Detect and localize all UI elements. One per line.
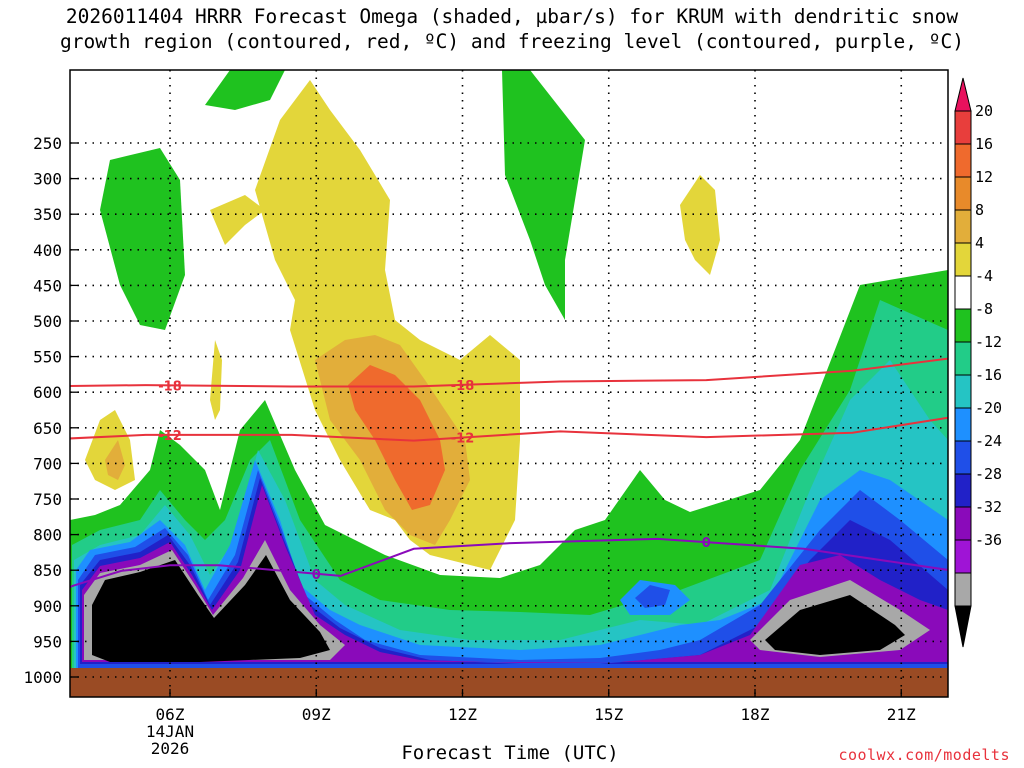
omega-gold-left xyxy=(105,440,125,480)
x-tick-label-15Z: 15Z xyxy=(594,705,623,724)
x-tick-label-21Z: 21Z xyxy=(887,705,916,724)
temperature-contours: -18 -18 -12 -12 0 0 xyxy=(70,357,948,589)
colorbar-label--4: -4 xyxy=(975,267,993,285)
chart-title-line2: growth region (contoured, red, ºC) and f… xyxy=(60,30,964,53)
chart-title-line1: 2026011404 HRRR Forecast Omega (shaded, … xyxy=(65,5,959,28)
ground-band xyxy=(70,668,948,697)
x-tick-label-06Z: 06Z xyxy=(156,705,185,724)
colorbar-label--16: -16 xyxy=(975,366,1002,384)
y-tick-label-350: 350 xyxy=(33,205,62,224)
contour-label--18: -18 xyxy=(158,379,182,394)
omega-yellow-left xyxy=(85,410,135,490)
contour-label--18: -18 xyxy=(451,379,475,394)
colorbar-label-4: 4 xyxy=(975,234,984,252)
colorbar-arrow-top xyxy=(954,77,972,112)
y-tick-label-450: 450 xyxy=(33,276,62,295)
colorbar-swatch-1 xyxy=(954,110,972,145)
colorbar-swatch-14 xyxy=(954,539,972,574)
omega-royalblue-blob xyxy=(635,585,670,608)
colorbar-swatch-15 xyxy=(954,572,972,607)
contour-line--12 xyxy=(70,416,948,442)
omega-green-top xyxy=(205,70,285,110)
y-tick-label-750: 750 xyxy=(33,490,62,509)
colorbar-swatch-12 xyxy=(954,473,972,508)
colorbar-swatch-2 xyxy=(954,143,972,178)
plot-frame xyxy=(69,69,949,698)
source-credit: coolwx.com/modelts xyxy=(838,746,1010,764)
y-tick-label-550: 550 xyxy=(33,348,62,367)
colorbar-label-16: 16 xyxy=(975,135,993,153)
colorbar-swatch-8 xyxy=(954,341,972,376)
colorbar-swatch-10 xyxy=(954,407,972,442)
colorbar-label-20: 20 xyxy=(975,102,993,120)
omega-shading: -18 -18 -12 -12 0 0 xyxy=(70,70,948,697)
x-tick-sublabel-2026: 2026 xyxy=(151,739,190,758)
colorbar-swatch-7 xyxy=(954,308,972,343)
y-tick-label-500: 500 xyxy=(33,312,62,331)
colorbar-swatch-6 xyxy=(954,275,972,310)
colorbar-swatch-4 xyxy=(954,209,972,244)
omega-orange-region xyxy=(348,365,445,510)
contour-line--18 xyxy=(70,357,948,388)
y-tick-label-850: 850 xyxy=(33,561,62,580)
y-tick-label-800: 800 xyxy=(33,526,62,545)
colorbar-swatch-9 xyxy=(954,374,972,409)
colorbar-label--24: -24 xyxy=(975,432,1002,450)
y-tick-label-400: 400 xyxy=(33,241,62,260)
omega-colorbar: 20 16 12 8 4 -4 -8 -12 -16 -20 -24 -28 -32 -36 xyxy=(954,77,1002,648)
pressure-axis: 250 300 350 400 450 500 550 600 650 700 750 800 850 9… xyxy=(23,134,78,687)
y-tick-label-250: 250 xyxy=(33,134,62,153)
colorbar-label--32: -32 xyxy=(975,498,1002,516)
x-tick-sublabel-14JAN: 14JAN xyxy=(146,722,194,741)
y-tick-label-300: 300 xyxy=(33,170,62,189)
y-tick-label-650: 650 xyxy=(33,419,62,438)
contour-label-0: 0 xyxy=(702,536,711,551)
colorbar-swatch-13 xyxy=(954,506,972,541)
y-tick-label-900: 900 xyxy=(33,597,62,616)
omega-yellow-right xyxy=(680,175,720,275)
omega-black-core-right xyxy=(765,595,905,655)
colorbar-label-8: 8 xyxy=(975,201,984,219)
colorbar-label--8: -8 xyxy=(975,300,993,318)
colorbar-label--28: -28 xyxy=(975,465,1002,483)
x-tick-label-18Z: 18Z xyxy=(741,705,770,724)
omega-green-column xyxy=(502,70,585,320)
contour-label--12: -12 xyxy=(158,429,182,444)
colorbar-swatch-11 xyxy=(954,440,972,475)
x-tick-label-12Z: 12Z xyxy=(448,705,477,724)
colorbar-arrow-bottom xyxy=(954,605,972,648)
contour-label-0: 0 xyxy=(312,568,321,583)
colorbar-swatch-5 xyxy=(954,242,972,277)
colorbar-label--36: -36 xyxy=(975,531,1002,549)
omega-yellow-sliver xyxy=(210,340,222,420)
omega-green-upper xyxy=(100,148,185,330)
y-tick-label-600: 600 xyxy=(33,383,62,402)
contour-label--12: -12 xyxy=(451,432,475,447)
omega-black-core-left xyxy=(92,555,330,662)
x-axis-label: Forecast Time (UTC) xyxy=(401,742,619,764)
colorbar-swatch-3 xyxy=(954,176,972,211)
contour-line-0 xyxy=(70,537,948,589)
y-tick-label-700: 700 xyxy=(33,454,62,473)
colorbar-label--20: -20 xyxy=(975,399,1002,417)
colorbar-label--12: -12 xyxy=(975,333,1002,351)
y-tick-label-1000: 1000 xyxy=(23,668,62,687)
omega-yellow-small xyxy=(210,195,265,245)
x-tick-label-09Z: 09Z xyxy=(302,705,331,724)
colorbar-label-12: 12 xyxy=(975,168,993,186)
y-tick-label-950: 950 xyxy=(33,632,62,651)
